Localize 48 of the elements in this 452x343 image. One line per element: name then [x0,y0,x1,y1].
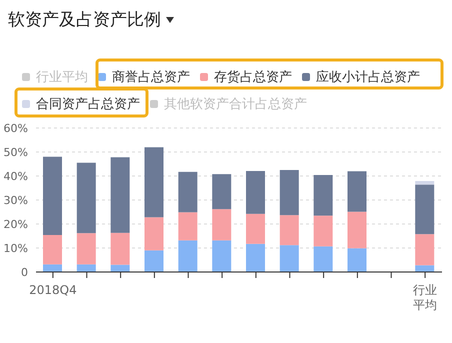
bar [178,212,198,240]
bar [144,250,164,272]
bar [280,245,299,272]
legend-label: 存货占总资产 [213,69,292,86]
y-tick-label: 10% [4,242,28,255]
y-tick-label: 20% [4,218,28,231]
y-tick-label: 60% [4,122,28,135]
bar [76,233,96,264]
bar [348,248,366,272]
bar [43,264,62,272]
legend-label: 应收小计占总资产 [315,69,420,86]
bar [110,232,130,265]
bar [280,215,299,246]
legend-label: 合同资产占总资产 [35,96,140,113]
bar [348,171,366,212]
bar [76,264,96,272]
y-tick-label: 40% [4,170,28,183]
bar [110,157,130,233]
bar [314,246,333,272]
bar [415,184,434,234]
y-tick-label: 30% [4,194,28,207]
bar [110,264,130,272]
legend-label: 行业平均 [35,69,88,86]
y-tick-label: 0 [21,266,28,279]
bar [314,216,333,246]
bar [415,181,434,185]
bar [144,217,164,250]
legend-label: 其他软资产合计占总资产 [163,96,307,113]
bar [314,175,333,216]
bar [212,174,232,210]
bar [43,156,62,236]
legend-label: 商誉占总资产 [111,69,190,86]
bar [43,235,62,264]
bar [246,170,265,214]
bar [246,244,265,272]
bar [280,170,299,216]
bar [246,214,265,244]
bar [415,234,434,266]
bar [212,240,232,272]
bar [144,147,164,218]
bar [348,212,366,248]
bar [76,162,96,234]
x-tick-label: 2018Q4 [29,283,77,297]
bar [178,172,198,212]
chart-title: 软资产及占资产比例 [8,9,161,31]
bar [178,240,198,272]
y-tick-label: 50% [4,146,28,159]
bar [212,209,232,240]
